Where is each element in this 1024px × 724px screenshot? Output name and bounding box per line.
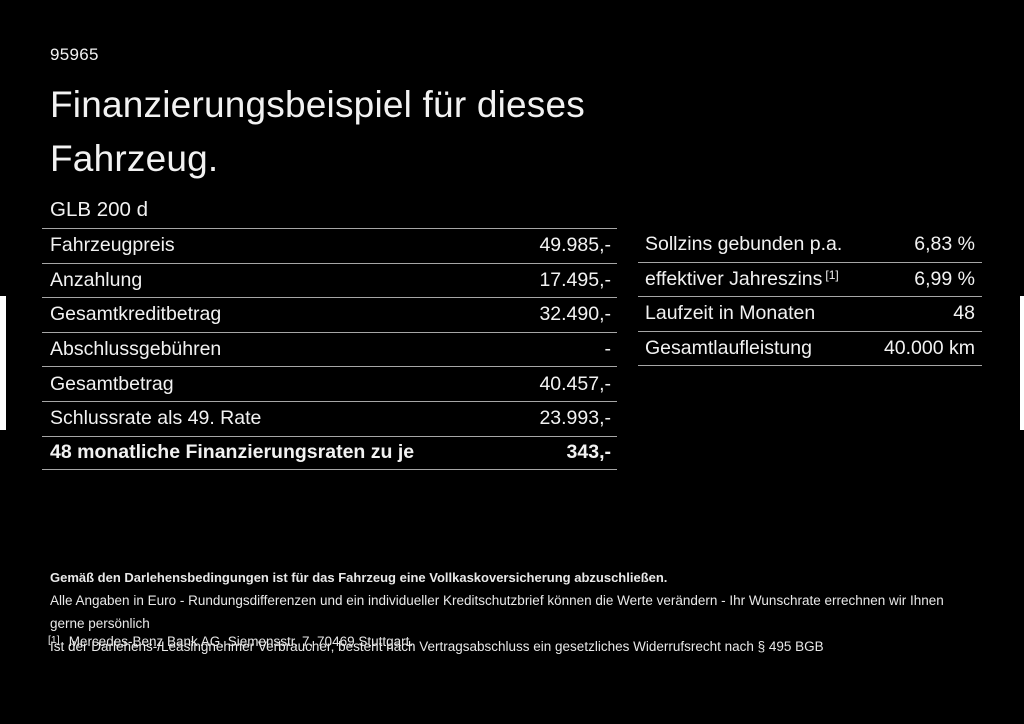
table-row: Gesamtlaufleistung 40.000 km: [638, 332, 982, 367]
row-label: Gesamtbetrag: [50, 372, 174, 395]
disclaimer-block: Gemäß den Darlehensbedingungen ist für d…: [50, 566, 975, 658]
row-label: Schlussrate als 49. Rate: [50, 407, 262, 430]
disclaimer-line3: Ist der Darlehens-/Leasingnehmer Verbrau…: [50, 639, 824, 654]
row-value: 6,99 %: [914, 267, 975, 290]
row-value: 23.993,-: [539, 407, 611, 430]
row-value: 343,-: [566, 441, 611, 464]
table-row: Gesamtkreditbetrag 32.490,-: [42, 297, 617, 332]
row-value: -: [604, 338, 612, 361]
row-label: effektiver Jahreszins [1]: [638, 268, 839, 291]
right-edge-artifact: [1020, 296, 1024, 430]
row-label: Gesamtkreditbetrag: [50, 303, 222, 326]
page-title-line2: Fahrzeug.: [50, 138, 219, 179]
table-row-monthly-rate: 48 monatliche Finanzierungsraten zu je 3…: [42, 435, 617, 471]
row-label: Sollzins gebunden p.a.: [645, 233, 843, 256]
left-edge-artifact: [0, 296, 6, 430]
row-label: Gesamtlaufleistung: [645, 337, 812, 360]
row-value: 40.000 km: [883, 337, 975, 360]
rate-table: Sollzins gebunden p.a. 6,83 % effektiver…: [638, 228, 982, 367]
row-value: 48: [953, 302, 975, 325]
table-row: Gesamtbetrag 40.457,-: [42, 366, 617, 401]
footnote-marker: [1]: [825, 267, 839, 282]
disclaimer-line2: Alle Angaben in Euro - Rundungsdifferenz…: [50, 593, 944, 631]
footnote-marker: [1]: [48, 634, 60, 646]
row-label: Laufzeit in Monaten: [645, 302, 816, 325]
row-label: 48 monatliche Finanzierungsraten zu je: [50, 441, 415, 464]
table-row: Schlussrate als 49. Rate 23.993,-: [42, 400, 617, 436]
row-value: 17.495,-: [539, 268, 611, 291]
table-row: effektiver Jahreszins [1] 6,99 %: [638, 263, 982, 298]
document-id: 95965: [50, 45, 99, 64]
table-row: Laufzeit in Monaten 48: [638, 297, 982, 332]
footnote: [1] Mercedes-Benz Bank AG, Siemensstr. 7,…: [48, 634, 413, 649]
row-label: Anzahlung: [50, 268, 143, 291]
table-row: Sollzins gebunden p.a. 6,83 %: [638, 228, 982, 263]
financing-table: Fahrzeugpreis 49.985,- Anzahlung 17.495,…: [42, 228, 617, 471]
row-value: 49.985,-: [539, 234, 611, 257]
page-title-line1: Finanzierungsbeispiel für dieses: [50, 84, 585, 125]
vehicle-model: GLB 200 d: [50, 198, 149, 221]
row-value: 40.457,-: [539, 372, 611, 395]
table-row: Abschlussgebühren -: [42, 331, 617, 367]
row-label: Fahrzeugpreis: [50, 234, 175, 257]
row-value: 32.490,-: [539, 303, 611, 326]
table-row: Fahrzeugpreis 49.985,-: [42, 228, 617, 263]
footnote-text: Mercedes-Benz Bank AG, Siemensstr. 7, 70…: [68, 634, 414, 649]
table-row: Anzahlung 17.495,-: [42, 262, 617, 298]
disclaimer-bold-line: Gemäß den Darlehensbedingungen ist für d…: [50, 570, 668, 585]
row-label-text: effektiver Jahreszins: [645, 267, 823, 290]
row-label: Abschlussgebühren: [50, 338, 222, 361]
page-title: Finanzierungsbeispiel für dieses Fahrzeu…: [50, 78, 585, 186]
row-value: 6,83 %: [914, 233, 975, 256]
